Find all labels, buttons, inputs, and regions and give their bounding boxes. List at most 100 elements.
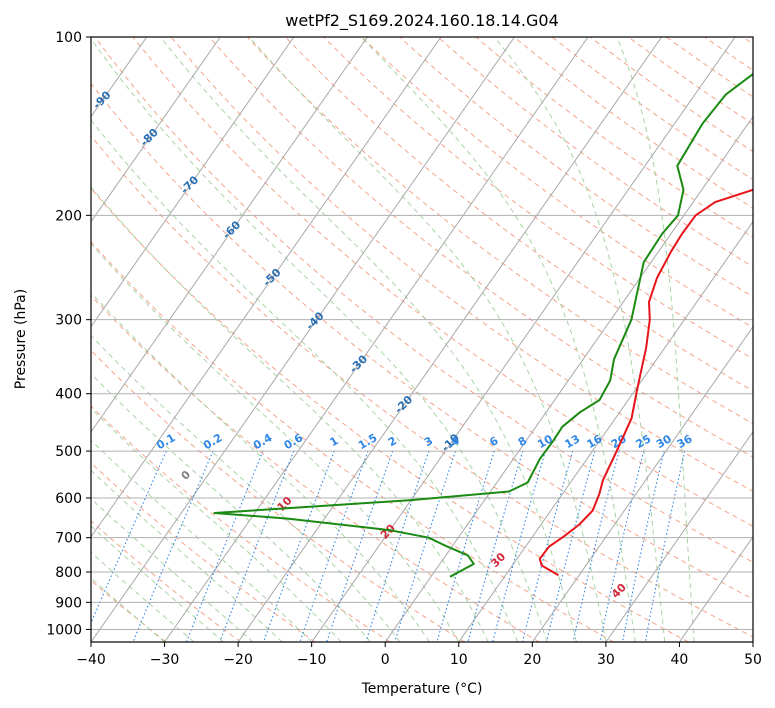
mixing-ratio-line [186,450,264,642]
isotherm [752,641,753,642]
isotherm-label: -20 [392,393,415,416]
isotherm-label: -40 [303,309,326,332]
x-tick-label: −30 [150,652,180,668]
background-lines [0,37,753,642]
moist-adiabat [91,577,165,642]
dry-adiabat-label: 30 [488,550,508,570]
mixing-ratio-line [572,450,620,642]
moist-adiabat [91,119,519,642]
mixing-ratio-line [365,450,430,642]
y-tick-label: 500 [55,444,82,460]
isotherm-label: -90 [90,88,113,111]
temperature-profile-line [538,188,753,577]
dry-adiabat [475,37,753,238]
dry-adiabat [91,294,540,642]
mixing-ratio-line [467,450,524,642]
isotherm [0,37,73,642]
isotherm-label: -100 [38,51,67,80]
dry-adiabat [589,37,753,153]
dry-adiabat [91,462,316,642]
moist-adiabat [91,372,371,642]
mixing-ratio-label: 0.1 [154,431,177,452]
isotherm [311,37,736,642]
mixing-ratio-label: 6 [487,434,500,449]
x-axis: −40 −30 −20 −10 0 10 20 30 40 50 [76,642,762,668]
isotherm [237,37,663,642]
isotherm [605,430,753,642]
mixing-ratio-label: 8 [516,434,529,449]
x-tick-label: 40 [671,652,689,668]
moist-adiabat [493,37,666,642]
x-tick-label: −40 [76,652,106,668]
y-tick-label: 100 [55,30,82,46]
isotherm [458,220,753,642]
isotherm [91,37,515,642]
dry-adiabat [551,37,753,181]
dry-adiabat [704,37,753,71]
dry-adiabat [91,579,167,642]
mixing-ratio-line [546,450,596,642]
dry-adiabat [285,37,753,392]
x-axis-label: Temperature (°C) [361,681,483,697]
line-labels: -100-90-80-70-60-50-40-30-20-100.1 0.2 0.4… [38,51,695,601]
y-tick-label: 700 [55,531,82,547]
moist-adiabat [91,407,342,642]
mixing-ratio-label: 0.2 [201,431,224,452]
dry-adiabat [91,241,614,642]
dry-adiabat [94,37,753,563]
moist-adiabat [616,37,695,642]
dry-adiabat [323,37,753,360]
chart-title: wetPf2_S169.2024.160.18.14.G04 [285,11,559,31]
y-tick-label: 600 [55,491,82,507]
moist-adiabat [248,37,607,642]
mixing-ratio-label: 13 [563,432,583,451]
y-tick-label: 400 [55,387,82,403]
moist-adiabat [91,242,460,642]
x-tick-label: −10 [297,652,327,668]
x-tick-label: −20 [223,652,253,668]
y-tick-label: 900 [55,595,82,611]
isotherm-label: -60 [220,218,243,241]
moist-adiabat [91,551,195,642]
dry-adiabat [91,520,242,642]
dry-adiabat [91,405,391,642]
dry-adiabat-label: 0 [179,468,194,483]
moist-adiabat [91,186,489,642]
dewpoint-profile-line [213,72,753,578]
mixing-ratio-label: 25 [634,432,654,451]
y-tick-label: 200 [55,208,82,224]
y-tick-label: 1000 [46,622,82,638]
moist-adiabat [360,37,636,642]
mixing-ratio-line [492,450,546,642]
x-tick-label: 0 [381,652,390,668]
mixing-ratio-label: 2 [386,434,399,449]
dry-adiabat [742,37,753,45]
x-tick-label: 30 [597,652,615,668]
y-axis: 100 200 300 400 500 600 700 800 900 1000 [46,30,91,638]
mixing-ratio-label: 16 [585,432,605,451]
y-tick-label: 300 [55,313,82,329]
dry-adiabat [170,37,753,492]
mixing-ratio-label: 1 [327,434,340,449]
dry-adiabat [513,37,753,209]
dry-adiabat [361,37,753,329]
y-tick-label: 800 [55,565,82,581]
mixing-ratio-line [262,450,335,642]
dry-adiabat [91,135,753,638]
moist-adiabat [91,38,548,642]
x-tick-label: 20 [523,652,541,668]
mixing-ratio-line [219,450,295,642]
dry-adiabat [91,187,689,642]
isotherm [531,325,753,642]
moist-adiabat [91,497,254,642]
isotherm [679,536,753,642]
mixing-ratio-line [91,450,167,625]
plot-frame [90,36,754,643]
isotherm [91,37,295,328]
moist-adiabat [91,291,430,642]
isotherm-label: -70 [178,173,201,196]
mixing-ratio-line [299,450,369,642]
mixing-ratio-label: 3 [422,434,435,449]
isotherm [384,115,753,642]
